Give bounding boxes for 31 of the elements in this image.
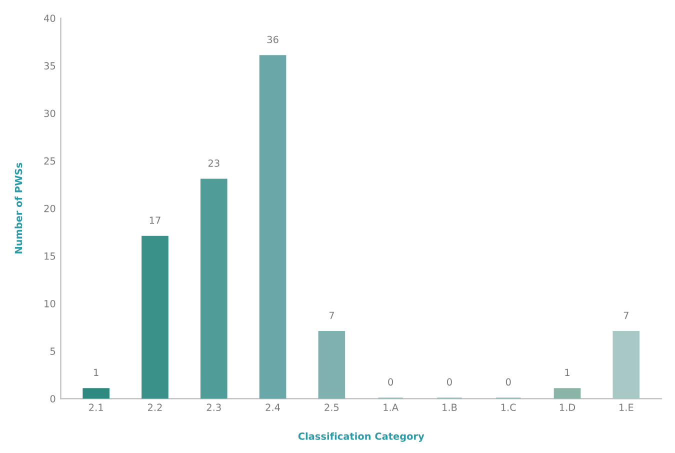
x-tick-label: 2.4 [266,404,280,411]
data-label: 36 [267,36,278,44]
y-tick-label: 35 [44,62,56,70]
x-tick-label: 2.5 [324,404,339,412]
x-tick-label: 1.D [560,404,576,411]
y-tick-label: 5 [50,348,56,355]
x-tick-label: 2.3 [206,404,221,412]
x-tick-label: 2.2 [148,404,162,411]
data-label: 0 [447,378,452,386]
x-tick-label: 1.A [384,404,398,411]
y-tick-label: 30 [44,110,56,118]
data-label: 0 [506,378,511,386]
y-tick-label: 10 [44,300,56,308]
x-tick-label: 2.1 [89,404,103,411]
y-tick-label: 20 [44,204,56,212]
data-label: 1 [565,368,570,376]
y-tick-label: 0 [50,395,56,402]
data-label: 7 [329,312,334,319]
data-label: 1 [94,368,98,376]
y-tick-label: 40 [44,14,56,22]
data-label: 7 [624,312,628,319]
data-label: 23 [208,159,220,167]
data-label: 0 [388,378,394,386]
y-axis-title: Number of PWSs [14,162,22,254]
x-axis-title: Classification Category [298,432,424,442]
data-label: 17 [150,216,160,224]
x-tick-label: 1.B [442,404,457,411]
x-tick-label: 1.C [501,404,516,412]
y-tick-label: 25 [44,157,56,165]
y-tick-label: 15 [44,252,56,260]
x-tick-label: 1.E [620,404,634,411]
